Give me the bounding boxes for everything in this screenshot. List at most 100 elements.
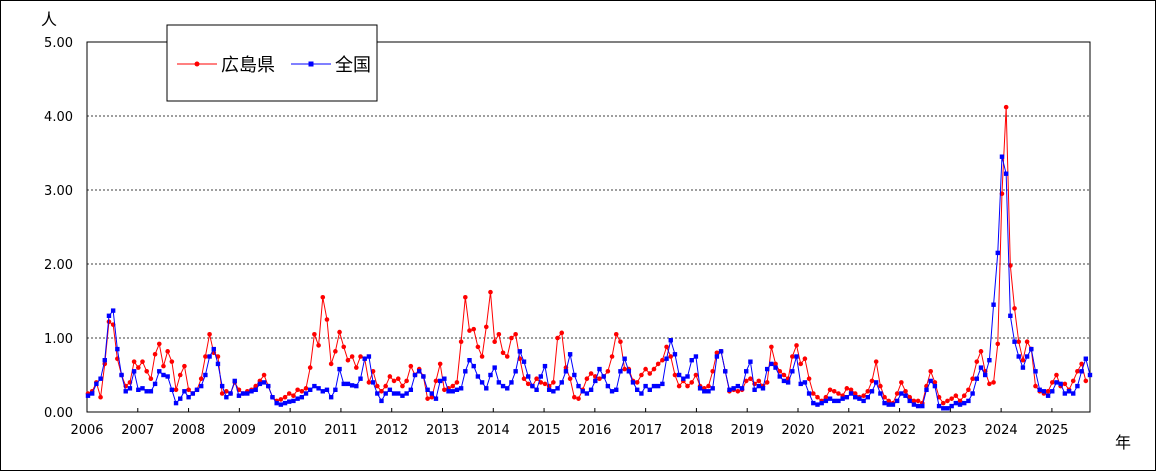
data-point	[903, 388, 908, 394]
data-point	[827, 396, 833, 401]
data-point	[903, 393, 908, 398]
data-point	[987, 358, 992, 363]
data-point	[106, 313, 112, 318]
data-point	[668, 354, 674, 359]
data-point	[299, 388, 305, 394]
data-point	[199, 383, 204, 389]
data-point	[899, 391, 904, 396]
data-point	[936, 403, 942, 409]
data-point	[417, 369, 422, 374]
data-point	[299, 395, 305, 400]
data-point	[911, 402, 917, 407]
data-point	[1033, 369, 1038, 374]
data-point	[270, 395, 275, 400]
data-point	[488, 372, 493, 378]
data-point	[102, 358, 107, 363]
x-tick-label: 2012	[375, 423, 408, 438]
data-point	[165, 374, 170, 379]
data-point	[811, 400, 816, 406]
data-point	[576, 383, 581, 389]
plot-area	[86, 41, 1091, 413]
data-point	[991, 302, 996, 307]
data-point	[236, 393, 242, 398]
data-point	[651, 383, 657, 389]
data-point	[672, 372, 678, 378]
data-point	[869, 389, 875, 394]
data-point	[521, 376, 527, 382]
data-point	[211, 346, 216, 352]
data-point	[144, 389, 149, 394]
data-point	[249, 389, 254, 394]
data-point	[207, 354, 212, 359]
data-point	[450, 383, 456, 389]
data-point	[148, 389, 154, 394]
data-point	[727, 387, 732, 392]
data-point	[966, 398, 971, 404]
data-point	[408, 387, 414, 392]
data-point	[517, 349, 523, 354]
data-point	[894, 398, 900, 404]
data-point	[1083, 378, 1089, 384]
data-point	[1041, 389, 1047, 394]
data-point	[773, 365, 778, 370]
data-point	[1050, 389, 1055, 394]
data-point	[798, 381, 803, 387]
data-point	[760, 386, 766, 391]
data-point	[781, 372, 787, 378]
data-point	[614, 387, 619, 392]
data-point	[882, 394, 887, 400]
data-point	[404, 378, 409, 384]
data-point	[878, 391, 883, 396]
data-point	[312, 383, 317, 389]
data-point	[278, 402, 284, 407]
data-point	[744, 369, 749, 374]
data-point	[802, 356, 808, 362]
data-point	[303, 391, 309, 396]
data-point	[320, 295, 326, 300]
data-point	[161, 363, 166, 369]
data-point	[1062, 391, 1068, 396]
data-point	[672, 352, 678, 357]
data-point	[815, 394, 820, 400]
data-point	[526, 374, 531, 379]
data-point	[479, 354, 485, 359]
data-point	[123, 389, 128, 394]
data-point	[991, 380, 996, 385]
data-point	[157, 369, 162, 374]
data-point	[865, 388, 871, 394]
data-point	[295, 387, 300, 393]
data-point	[953, 393, 959, 399]
data-point	[215, 361, 221, 367]
data-point	[446, 389, 451, 394]
data-point	[442, 376, 447, 381]
data-point	[945, 406, 950, 411]
data-point	[316, 386, 321, 391]
data-point	[832, 398, 837, 404]
data-point	[266, 383, 271, 389]
data-point	[387, 387, 393, 392]
data-point	[395, 376, 401, 382]
data-point	[706, 389, 711, 394]
data-point	[1079, 361, 1084, 367]
data-point	[873, 380, 879, 385]
data-point	[484, 386, 489, 391]
data-point	[207, 332, 212, 337]
data-point	[605, 369, 611, 374]
data-point	[337, 329, 342, 335]
data-point	[467, 328, 472, 333]
data-point	[915, 398, 921, 404]
data-point	[115, 346, 120, 352]
data-point	[920, 403, 925, 409]
data-point	[186, 387, 191, 393]
data-point	[370, 380, 376, 385]
data-point	[572, 394, 577, 400]
data-point	[890, 402, 896, 407]
data-point	[551, 389, 556, 394]
data-point	[634, 380, 640, 385]
data-point	[261, 380, 267, 385]
data-point	[886, 402, 891, 407]
data-point	[479, 380, 485, 385]
data-point	[1079, 369, 1084, 374]
data-point	[437, 378, 443, 384]
